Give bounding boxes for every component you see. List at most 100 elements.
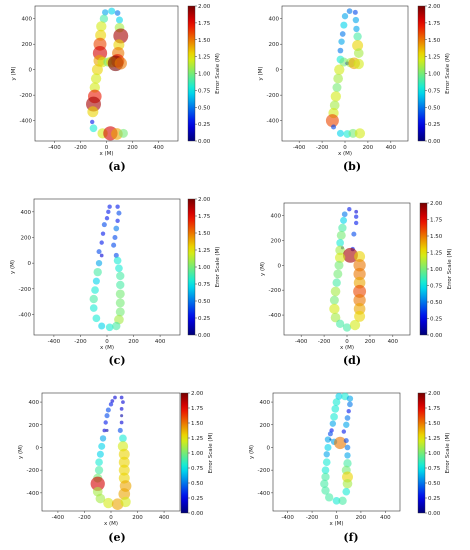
data-point: [321, 472, 330, 482]
data-point: [354, 251, 366, 263]
x-tick-label: 400: [159, 515, 170, 521]
data-point: [353, 48, 364, 58]
y-tick-label: -400: [20, 119, 33, 125]
data-point: [320, 479, 329, 488]
data-point: [324, 436, 332, 443]
data-point: [99, 14, 109, 23]
data-point: [341, 13, 349, 20]
colorbar-tick-label: 0.50: [428, 105, 441, 111]
colorbar-tick-label: 0.25: [198, 316, 211, 322]
plot-area: [272, 392, 401, 512]
colorbar-tick-label: 1.50: [198, 231, 211, 237]
data-point: [338, 223, 347, 233]
data-point: [105, 323, 114, 332]
colorbar-tick-label: 0.75: [198, 88, 211, 94]
data-point: [344, 415, 351, 421]
colorbar-tick-label: 1.00: [430, 267, 443, 273]
data-point: [332, 278, 341, 287]
colorbar-tick-label: 1.25: [198, 248, 211, 254]
x-tick-label: -400: [281, 515, 294, 521]
colorbar-tick-label: 1.75: [191, 406, 204, 412]
data-point: [342, 487, 351, 496]
data-point: [113, 225, 120, 232]
panel-label: (a): [108, 160, 126, 173]
x-tick-label: 200: [127, 145, 138, 151]
y-tick-label: -400: [19, 312, 32, 318]
colorbar-tick-label: 2.00: [430, 201, 443, 207]
data-point: [354, 209, 359, 214]
colorbar-tick-label: 2.00: [198, 4, 211, 10]
data-point: [99, 240, 104, 245]
data-point: [95, 29, 107, 41]
data-point: [343, 438, 349, 444]
colorbar-tick-label: 0.75: [430, 284, 443, 290]
data-point: [329, 303, 340, 315]
data-point: [116, 280, 125, 290]
data-point: [119, 395, 124, 400]
data-point: [95, 458, 103, 467]
colorbar-tick-label: 1.75: [198, 21, 211, 27]
data-point: [89, 304, 98, 312]
y-tick-label: -200: [258, 468, 271, 474]
data-point: [334, 64, 345, 75]
data-point: [352, 9, 358, 15]
panel-label: (f): [343, 531, 358, 544]
data-point: [100, 231, 106, 236]
colorbar-tick-label: 1.50: [428, 421, 441, 427]
x-tick-label: 200: [128, 339, 139, 345]
data-point: [113, 256, 122, 265]
x-tick-label: 200: [356, 515, 367, 521]
colorbar-tick-label: 0.50: [430, 300, 443, 306]
data-point: [329, 295, 339, 305]
data-point: [114, 10, 121, 16]
data-point: [336, 129, 344, 137]
data-point: [93, 267, 102, 277]
y-tick-label: -400: [269, 313, 282, 319]
colorbar-tick-label: 1.00: [428, 72, 441, 78]
data-point: [353, 293, 366, 307]
data-point: [332, 398, 341, 406]
colorbar-tick-label: 1.50: [198, 38, 211, 44]
data-point: [96, 249, 102, 255]
colorbar: [417, 392, 426, 514]
data-point: [98, 442, 106, 450]
y-tick-label: 200: [260, 423, 271, 429]
y-tick-label: -400: [27, 491, 40, 497]
data-point: [346, 8, 353, 14]
scatter-panel-0: -400 -200 0 200 400 -400 -200 0 200 400 x (M) y (M)…: [11, 4, 221, 173]
data-point: [96, 21, 107, 32]
colorbar-tick-label: 0.00: [428, 511, 441, 517]
data-point: [108, 7, 116, 15]
panel-label: (e): [108, 531, 125, 544]
colorbar-tick-label: 0.50: [198, 299, 211, 305]
colorbar-tick-label: 0.00: [198, 139, 211, 145]
data-point: [90, 73, 102, 84]
colorbar-label: Error Scale (M): [215, 247, 221, 288]
colorbar-label: Error Scale (M): [445, 433, 451, 474]
plot-area: [34, 5, 179, 142]
colorbar-tick-label: 0.25: [430, 317, 443, 323]
colorbar: [419, 202, 428, 336]
data-point: [334, 252, 346, 263]
y-tick-label: 200: [271, 238, 282, 244]
data-point: [324, 443, 332, 451]
data-point: [353, 276, 366, 289]
colorbar-tick-label: 0.75: [191, 466, 204, 472]
colorbar-tick-label: 2.00: [428, 391, 441, 397]
x-tick-label: -200: [78, 515, 91, 521]
y-tick-label: -200: [20, 93, 33, 99]
y-tick-label: 400: [260, 400, 271, 406]
data-point: [119, 434, 127, 443]
panel-label: (c): [108, 354, 125, 367]
colorbar-tick-label: 1.50: [430, 234, 443, 240]
y-axis-label: y (M): [258, 66, 264, 80]
y-tick-label: 200: [269, 42, 280, 48]
plot-area: [33, 198, 181, 336]
y-tick-label: 200: [29, 423, 40, 429]
data-point: [115, 16, 124, 24]
data-point: [112, 234, 118, 241]
data-point: [353, 25, 360, 33]
colorbar-tick-label: 0.75: [428, 466, 441, 472]
colorbar-label: Error Scale (M): [447, 249, 453, 290]
data-point: [335, 319, 345, 328]
